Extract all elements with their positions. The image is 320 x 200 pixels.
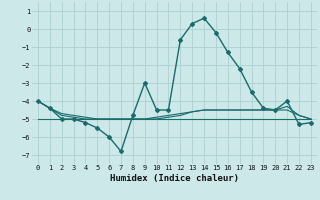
X-axis label: Humidex (Indice chaleur): Humidex (Indice chaleur) — [110, 174, 239, 183]
